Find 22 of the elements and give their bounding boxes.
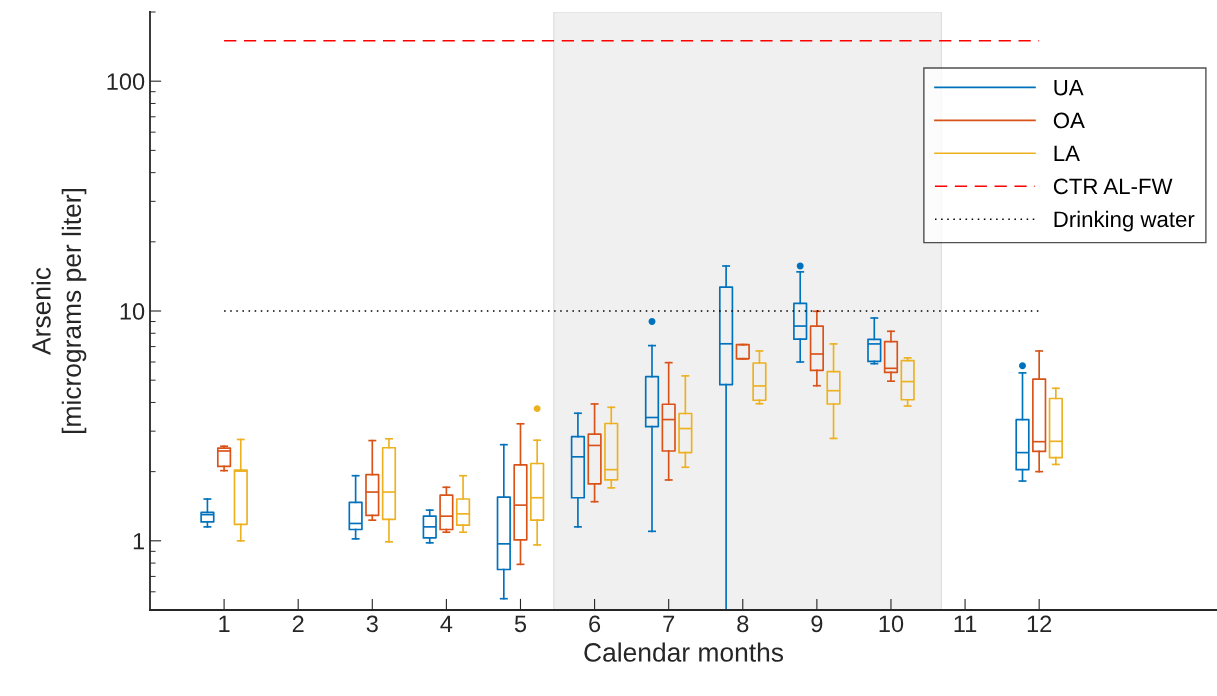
y-tick-label: 100 [107, 73, 145, 90]
legend-label: CTR AL-FW [1053, 178, 1173, 195]
y-tick-label: 1 [133, 533, 144, 550]
x-tick-label: 8 [737, 615, 749, 633]
x-tick-label: 12 [1027, 615, 1052, 632]
x-tick-label: 4 [440, 615, 453, 632]
x-tick-label: 10 [879, 615, 904, 633]
x-tick-label: 5 [514, 615, 527, 633]
x-tick-label: 6 [589, 615, 601, 633]
legend-label: OA [1053, 112, 1085, 129]
x-tick-label: 9 [811, 615, 823, 633]
x-tick-label: 1 [219, 615, 230, 632]
x-axis-title: Calendar months [584, 642, 784, 662]
x-tick-label: 11 [954, 615, 977, 632]
y-axis-title: Arsenic [micrograms per liter] [31, 188, 87, 434]
legend-label: Drinking water [1054, 210, 1195, 232]
x-tick-label: 2 [292, 615, 304, 632]
x-tick-label: 3 [366, 615, 378, 633]
x-tick-label: 7 [663, 615, 675, 632]
y-tick-label: 10 [120, 303, 145, 320]
legend-label: UA [1054, 79, 1084, 96]
legend-label: LA [1054, 145, 1080, 162]
